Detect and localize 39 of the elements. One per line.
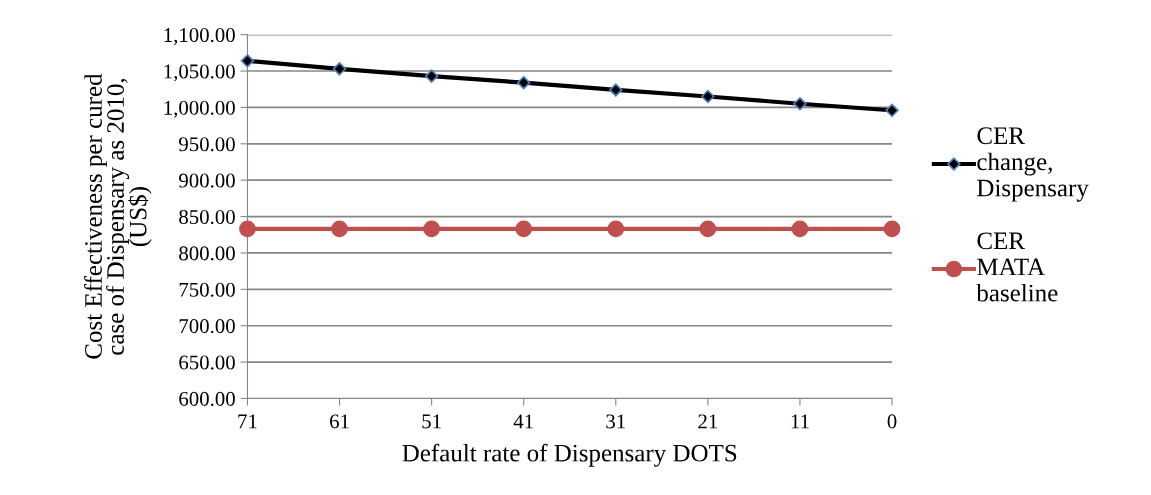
- point: [239, 220, 256, 238]
- x-tick-label: 51: [422, 414, 441, 429]
- y-tick-label: 600.00: [179, 391, 235, 406]
- y-axis-title: Cost Effectiveness per cured case of Dispensary as 2010, (US$): [84, 73, 152, 359]
- point: [791, 220, 809, 238]
- y-tick-label: 1,100.00: [164, 28, 235, 46]
- x-tick-label: 0: [887, 414, 897, 429]
- y-tick-label: 1,000.00: [164, 100, 235, 118]
- point: [332, 62, 347, 76]
- y-tick-label: 950.00: [179, 137, 235, 152]
- y-tick-label: 700.00: [179, 319, 235, 334]
- point: [240, 54, 255, 68]
- x-axis-title: Default rate of Dispensary DOTS: [402, 443, 737, 467]
- legend-label: CER change, Dispensary: [977, 127, 1089, 202]
- point: [883, 220, 901, 238]
- point: [607, 220, 625, 238]
- x-tick-label: 41: [513, 414, 533, 429]
- point: [699, 220, 717, 238]
- point: [609, 83, 623, 97]
- y-tick-label: 650.00: [179, 355, 235, 370]
- x-tick-label: 61: [330, 414, 349, 429]
- point: [331, 220, 348, 238]
- y-tick-label: 1,050.00: [164, 64, 235, 82]
- y-tick-label: 900.00: [179, 173, 235, 188]
- x-tick-label: 71: [238, 414, 257, 429]
- point: [885, 103, 899, 118]
- point: [793, 97, 807, 111]
- legend-label: CER MATA baseline: [976, 232, 1058, 302]
- point: [515, 220, 533, 238]
- y-tick-label: 750.00: [179, 282, 235, 297]
- point: [516, 75, 531, 90]
- point: [424, 69, 439, 83]
- x-tick-label: 11: [791, 414, 809, 429]
- point: [701, 89, 715, 104]
- y-tick-label: 850.00: [179, 209, 235, 225]
- x-tick-label: 21: [698, 414, 718, 429]
- y-tick-label: 800.00: [179, 246, 235, 261]
- x-tick-label: 31: [606, 414, 625, 429]
- point: [423, 220, 440, 238]
